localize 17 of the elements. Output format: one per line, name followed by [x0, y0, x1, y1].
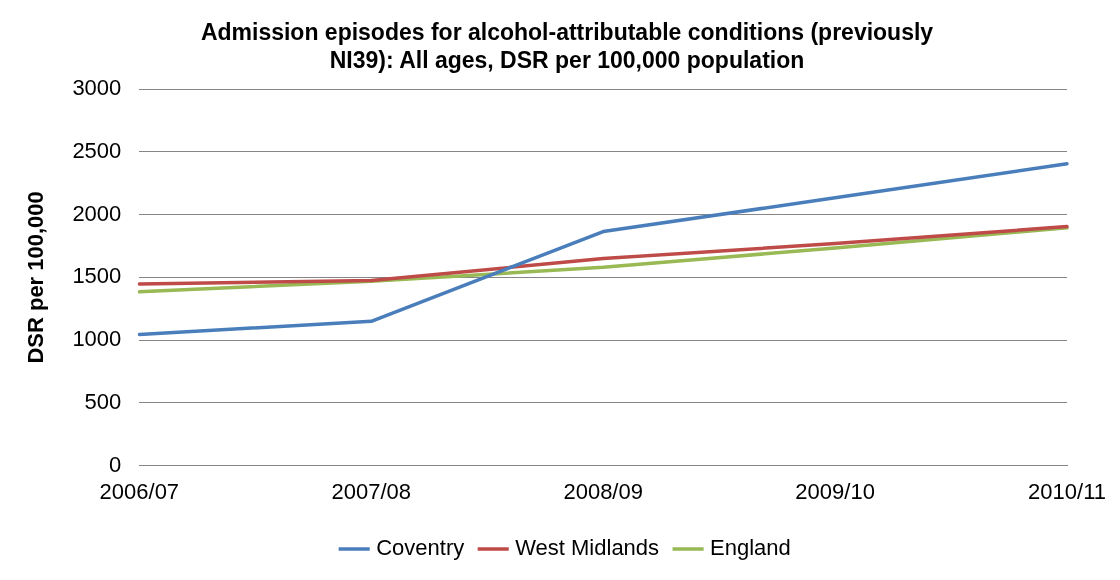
legend-label: West Midlands [515, 535, 660, 561]
chart-title: Admission episodes for alcohol-attributable conditions (previously NI39): All ages, DSR per 100,000 population [200, 19, 934, 73]
legend-label: England [710, 535, 791, 561]
y-tick-label: 0 [109, 451, 122, 477]
legend-label: Coventry [376, 535, 465, 561]
y-tick-label: 3000 [72, 75, 122, 101]
x-tick-label: 2006/07 [99, 478, 180, 504]
y-tick-label: 2000 [72, 200, 122, 226]
x-tick-label: 2007/08 [331, 478, 412, 504]
y-axis-title: DSR per 100,000 [23, 191, 49, 364]
x-tick-label: 2009/10 [795, 478, 875, 504]
x-tick-label: 2010/11 [1028, 478, 1107, 504]
y-tick-label: 500 [84, 388, 122, 414]
y-tick-label: 2500 [72, 138, 122, 163]
x-tick-label: 2008/09 [563, 478, 643, 504]
y-tick-label: 1000 [72, 326, 122, 352]
y-tick-label: 1500 [72, 263, 122, 289]
